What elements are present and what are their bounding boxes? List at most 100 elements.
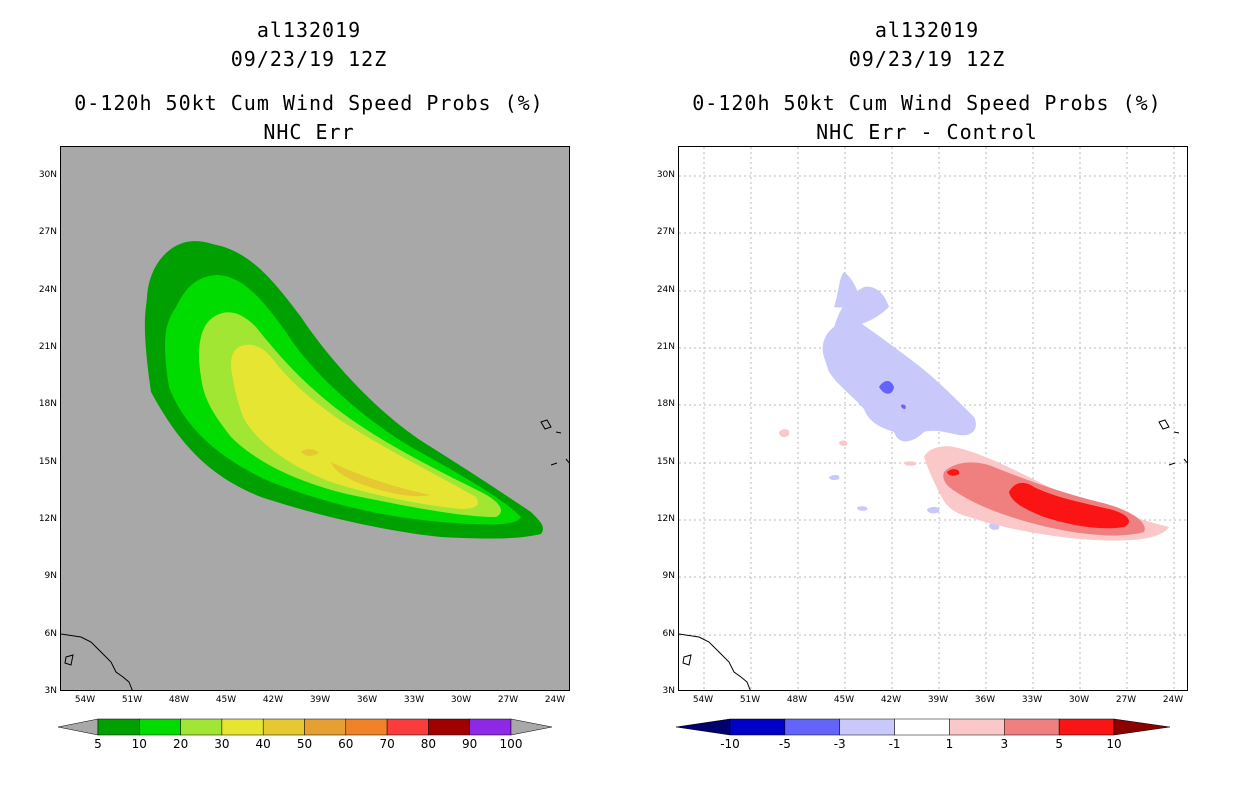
colorbar-swatch — [1058, 718, 1115, 736]
colorbar-swatch — [180, 718, 223, 736]
colorbar-swatch — [469, 718, 512, 736]
negative-region-small-1 — [869, 307, 878, 314]
lat-label: 18N — [38, 399, 57, 409]
colorbar-label: 5 — [94, 737, 102, 751]
colorbar-label: -5 — [778, 737, 791, 751]
colorbar-under-arrow — [57, 718, 99, 736]
right-panel: al132019 09/23/19 12Z 0-120h 50kt Cum Wi… — [618, 0, 1236, 800]
map-gridlines — [679, 147, 1187, 690]
lon-label: 39W — [927, 695, 949, 705]
colorbar-swatch — [784, 718, 840, 736]
colorbar-swatch — [1004, 718, 1060, 736]
colorbar-under-arrow — [675, 718, 731, 736]
panel-subtitle: NHC Err - Control — [816, 120, 1038, 144]
forecast-time: 09/23/19 12Z — [230, 47, 388, 71]
negative-region-minus1 — [822, 315, 976, 442]
colorbar-label: 20 — [172, 737, 189, 751]
coastline-left — [61, 419, 569, 690]
colorbar-label: 3 — [1000, 737, 1009, 751]
colorbar-label: 80 — [420, 737, 437, 751]
lon-label: 39W — [309, 695, 331, 705]
product-title: 0-120h 50kt Cum Wind Speed Probs (%) — [692, 91, 1162, 115]
panel-subtitle: NHC Err — [263, 120, 355, 144]
positive-region-plus5 — [1009, 482, 1129, 529]
difference-contours — [779, 272, 1169, 541]
storm-id: al132019 — [256, 18, 362, 42]
product-title: 0-120h 50kt Cum Wind Speed Probs (%) — [74, 91, 544, 115]
lat-label: 18N — [656, 399, 675, 409]
positive-region-plus5-small — [947, 469, 960, 476]
colorbar-label: 100 — [499, 737, 523, 751]
colorbar-label: 50 — [296, 737, 313, 751]
lat-label: 6N — [662, 629, 675, 639]
positive-region-small-3 — [903, 461, 917, 466]
lon-label: 33W — [1021, 695, 1043, 705]
colorbar-label: 10 — [1106, 737, 1122, 751]
coastline-right — [679, 419, 1187, 690]
colorbar-swatch — [894, 718, 950, 736]
lon-label: 33W — [403, 695, 425, 705]
negative-region-small-3 — [927, 506, 940, 514]
lat-label: 15N — [38, 457, 57, 467]
lat-label: 15N — [656, 457, 675, 467]
colorbar-label: 10 — [131, 737, 147, 751]
lat-label: 21N — [38, 342, 57, 352]
lat-label: 30N — [38, 170, 57, 180]
colorbar-swatch — [221, 718, 264, 736]
lon-label: 42W — [880, 695, 902, 705]
lon-label: 24W — [544, 695, 566, 705]
lat-label: 30N — [656, 170, 675, 180]
lon-label: 30W — [450, 695, 472, 705]
difference-map — [678, 146, 1188, 691]
contour-40b — [301, 449, 319, 456]
colorbar-swatch — [304, 718, 347, 736]
lat-label: 9N — [44, 571, 57, 581]
negative-region-upper — [829, 286, 889, 352]
colorbar-right — [675, 718, 1171, 736]
negative-region-small-4 — [857, 506, 868, 511]
colorbar-label: -3 — [833, 737, 846, 751]
lon-label: 36W — [356, 695, 378, 705]
colorbar-label: 70 — [379, 737, 395, 751]
lat-label: 9N — [662, 571, 675, 581]
negative-region-small-2 — [829, 474, 840, 481]
colorbar-label: 60 — [338, 737, 354, 751]
lon-label: 30W — [1068, 695, 1090, 705]
colorbar-over-arrow — [510, 718, 553, 736]
colorbar-label: 40 — [255, 737, 271, 751]
colorbar-swatch — [139, 718, 181, 736]
lon-label: 51W — [121, 695, 143, 705]
colorbar-label: 1 — [945, 737, 954, 751]
lat-label: 12N — [656, 514, 675, 524]
colorbar-swatch — [839, 718, 895, 736]
positive-region-small-1 — [779, 429, 790, 438]
colorbar-label: -10 — [720, 737, 740, 751]
lon-label: 27W — [497, 695, 519, 705]
colorbar-label: 5 — [1055, 737, 1063, 751]
contour-30 — [231, 344, 478, 509]
lat-label: 3N — [44, 686, 57, 696]
colorbar-label: 90 — [462, 737, 478, 751]
colorbar-swatch — [729, 718, 786, 736]
lon-label: 36W — [974, 695, 996, 705]
lat-label: 27N — [656, 227, 675, 237]
colorbar-label: -1 — [888, 737, 901, 751]
lon-label: 45W — [215, 695, 237, 705]
colorbar-label: 30 — [214, 737, 230, 751]
colorbar-swatch — [262, 718, 305, 736]
colorbar-swatch — [428, 718, 470, 736]
probability-contours — [144, 241, 543, 539]
colorbar-swatch — [345, 718, 388, 736]
lon-label: 54W — [74, 695, 96, 705]
contour-40 — [331, 462, 431, 497]
lat-label: 21N — [656, 342, 675, 352]
storm-id: al132019 — [874, 18, 980, 42]
lat-label: 27N — [38, 227, 57, 237]
lon-label: 24W — [1162, 695, 1184, 705]
lon-label: 27W — [1115, 695, 1137, 705]
probability-map — [60, 146, 570, 691]
negative-region-minus3b — [901, 404, 906, 409]
negative-region-minus3 — [879, 381, 894, 394]
lon-label: 48W — [168, 695, 190, 705]
colorbar-swatch — [949, 718, 1005, 736]
